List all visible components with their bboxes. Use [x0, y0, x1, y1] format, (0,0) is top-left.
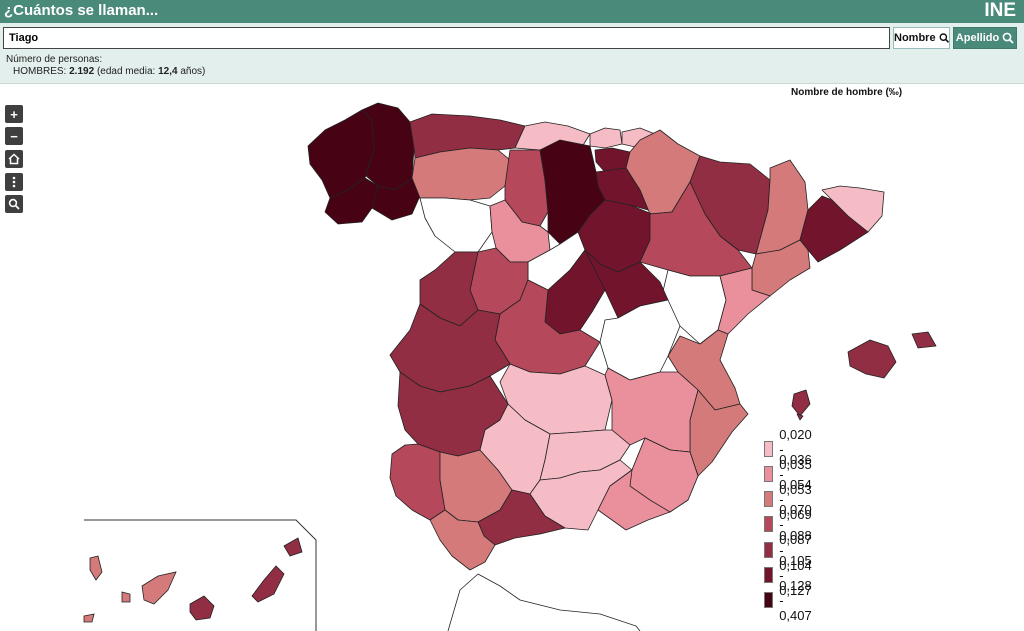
province-valencia	[667, 329, 741, 411]
north-africa-outline	[447, 573, 641, 631]
legend-item: 0,070 - 0,087	[764, 502, 819, 547]
province-leon	[411, 147, 511, 201]
legend-swatch	[764, 441, 774, 457]
legend-item: 0,088 - 0,104	[764, 528, 819, 573]
legend-item: 0,054 - 0,069	[764, 477, 819, 522]
island-tenerife	[141, 571, 177, 605]
province-guadalajara	[584, 249, 669, 319]
island-la-gomera	[121, 591, 131, 603]
province-mallorca	[847, 339, 897, 379]
legend-swatch	[764, 466, 774, 482]
province-zamora	[419, 197, 493, 253]
island-lanzarote	[283, 537, 303, 557]
total-count: 2.192	[69, 66, 95, 77]
province-castellon	[717, 267, 771, 335]
age-suffix: años)	[180, 66, 206, 77]
zoom-out-icon[interactable]: −	[5, 127, 23, 145]
legend-swatch	[764, 567, 774, 583]
choropleth-map	[83, 102, 937, 631]
legend-title: Nombre de hombre (‰)	[791, 87, 903, 98]
legend-item: 0,036 - 0,053	[764, 452, 819, 497]
legend-swatch	[764, 516, 774, 532]
search-panel: Nombre Apellido Número de personas: HOMB…	[0, 23, 1024, 84]
province-cuenca	[599, 299, 681, 381]
legend-label: 0,105 - 0,127	[779, 552, 812, 598]
province-ibiza	[791, 389, 811, 417]
province-bizkaia	[589, 127, 623, 149]
legend-item: 0,020 - 0,035	[764, 427, 819, 472]
legend-item: 0,105 - 0,127	[764, 553, 819, 598]
island-fuerteventura	[251, 565, 285, 603]
search-icon[interactable]	[5, 195, 23, 213]
mean-age: 12,4	[158, 66, 178, 77]
ine-logo[interactable]: INE	[984, 0, 1016, 21]
sex-label: HOMBRES:	[13, 66, 67, 77]
people-count-label: Número de personas:	[6, 54, 103, 65]
province-murcia	[629, 437, 699, 513]
zoom-in-icon[interactable]: +	[5, 105, 23, 123]
more-icon[interactable]	[5, 173, 23, 191]
province-asturias	[409, 113, 526, 159]
canary-frame	[84, 519, 317, 631]
app-title: ¿Cuántos se llaman...	[4, 2, 159, 19]
legend-label: 0,020 - 0,035	[779, 426, 812, 472]
nombre-button-label: Nombre	[894, 32, 936, 44]
home-icon[interactable]	[5, 150, 23, 168]
legend-swatch	[764, 592, 774, 608]
nombre-button[interactable]: Nombre	[893, 27, 950, 49]
legend-label: 0,128 - 0,407	[779, 577, 812, 623]
legend-label: 0,088 - 0,104	[779, 527, 812, 573]
legend-label: 0,036 - 0,053	[779, 451, 812, 497]
legend-label: 0,070 - 0,087	[779, 501, 812, 547]
name-search-input[interactable]	[3, 27, 890, 49]
province-menorca	[911, 331, 937, 349]
legend-item: 0,128 - 0,407	[764, 578, 819, 623]
island-la-palma	[89, 555, 103, 581]
province-cadiz	[429, 509, 496, 571]
legend-swatch	[764, 491, 774, 507]
legend-swatch	[764, 542, 774, 558]
island-gran-canaria	[189, 595, 215, 621]
app-header: ¿Cuántos se llaman... INE	[0, 0, 1024, 23]
legend-label: 0,054 - 0,069	[779, 476, 812, 522]
search-icon	[939, 33, 949, 43]
apellido-button[interactable]: Apellido	[953, 27, 1017, 49]
province-huelva	[389, 443, 446, 521]
age-prefix: (edad media:	[96, 66, 156, 77]
island-el-hierro	[83, 613, 95, 623]
people-count-line: HOMBRES: 2.192 (edad media: 12,4 años)	[13, 66, 205, 77]
province-ourense	[371, 177, 421, 221]
search-icon	[1002, 32, 1014, 44]
apellido-button-label: Apellido	[955, 32, 1000, 44]
province-formentera	[796, 413, 804, 421]
